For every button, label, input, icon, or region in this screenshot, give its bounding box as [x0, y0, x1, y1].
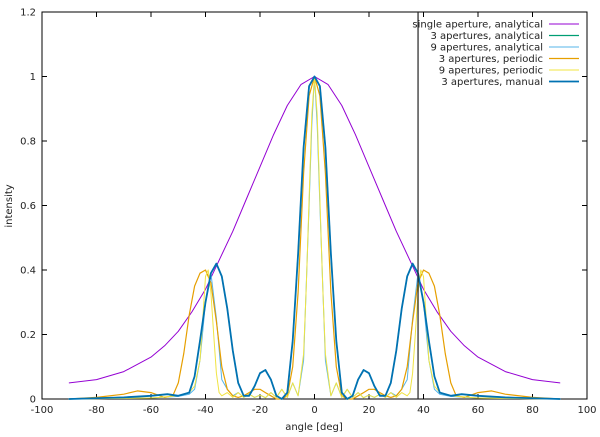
- x-tick-label: -60: [143, 405, 159, 416]
- series-layer: [68, 75, 561, 400]
- legend-label: 9 apertures, analytical: [430, 43, 543, 54]
- legend-label: 3 apertures, manual: [441, 77, 543, 88]
- legend-label: single aperture, analytical: [412, 20, 543, 31]
- x-axis: -100 -80 -60 -40 -20 0 20 40 60 80 100: [31, 12, 597, 416]
- x-tick-label: 20: [363, 405, 376, 416]
- y-tick-label: 1.2: [20, 8, 36, 19]
- x-tick-label: 0: [311, 405, 317, 416]
- x-tick-label: 60: [472, 405, 485, 416]
- x-tick-label: -20: [252, 405, 268, 416]
- legend-label: 3 apertures, periodic: [439, 54, 543, 65]
- y-axis-label: intensity: [4, 184, 15, 227]
- y-tick-label: 0.4: [20, 266, 36, 277]
- y-tick-label: 1: [30, 72, 36, 83]
- x-tick-label: 80: [526, 405, 539, 416]
- y-tick-label: 0.8: [20, 137, 36, 148]
- y-axis: 0 0.2 0.4 0.6 0.8 1 1.2: [20, 8, 587, 406]
- y-tick-label: 0.6: [20, 201, 36, 212]
- x-axis-label: angle [deg]: [285, 422, 343, 433]
- x-tick-label: -40: [197, 405, 213, 416]
- y-tick-label: 0: [30, 395, 36, 406]
- x-tick-label: 100: [577, 405, 596, 416]
- y-tick-label: 0.2: [20, 330, 36, 341]
- legend-label: 9 apertures, periodic: [439, 66, 543, 77]
- x-tick-label: -100: [31, 405, 54, 416]
- series-line-6: [68, 75, 561, 400]
- legend-label: 3 apertures, analytical: [430, 31, 543, 42]
- x-tick-label: -80: [88, 405, 104, 416]
- x-tick-label: 40: [417, 405, 430, 416]
